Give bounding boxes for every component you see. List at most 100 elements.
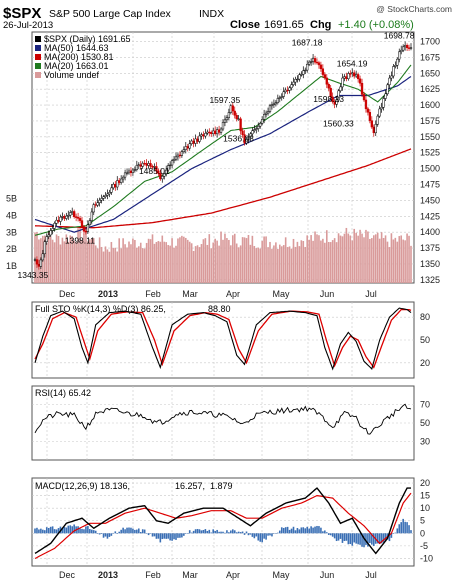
legend-swatch — [35, 45, 41, 51]
volume-bar — [171, 238, 173, 283]
volume-bar — [339, 235, 342, 283]
price-panel-tick-label: 1400 — [420, 227, 440, 237]
volume-bar — [114, 247, 117, 283]
macd-histogram-bar — [392, 533, 395, 534]
volume-bar — [335, 242, 338, 283]
month-label: Dec — [59, 570, 76, 580]
macd-histogram-bar — [47, 528, 50, 534]
volume-bar — [388, 247, 391, 283]
price-panel-tick-label: 1550 — [420, 132, 440, 142]
price-bar-body — [174, 156, 178, 160]
price-panel-tick-label: 1525 — [420, 148, 440, 158]
macd-histogram-bar — [365, 533, 367, 545]
volume-bar — [278, 244, 281, 283]
price-bar-body — [378, 108, 381, 117]
volume-bar — [151, 234, 154, 283]
price-bar-body — [143, 162, 146, 165]
stochastic-legend-d: 88.80 — [208, 304, 231, 314]
price-panel-tick-label: 1575 — [420, 116, 440, 126]
volume-bar — [296, 241, 299, 283]
macd-histogram-bar — [69, 525, 72, 534]
volume-bar — [384, 235, 387, 283]
price-bar-body — [388, 77, 391, 86]
volume-bar — [83, 234, 85, 283]
price-bar-body — [212, 130, 215, 135]
price-bar-body — [392, 66, 395, 77]
macd-histogram-bar — [400, 522, 403, 534]
macd-histogram-bar — [83, 529, 85, 534]
price-bar-body — [384, 93, 387, 99]
price-bar-body — [270, 104, 274, 107]
macd-histogram-bar — [122, 527, 124, 534]
volume-bar — [333, 238, 336, 283]
volume-bar — [324, 242, 326, 283]
volume-bar — [369, 238, 371, 283]
price-bar-body — [358, 78, 362, 84]
volume-bar — [220, 231, 222, 283]
volume-bar — [90, 238, 93, 283]
macd-histogram-bar — [149, 533, 152, 534]
price-panel-tick-label: 1325 — [420, 275, 440, 285]
price-bar-body — [184, 146, 187, 150]
volume-bar — [73, 240, 75, 283]
macd-histogram-bar — [55, 529, 58, 534]
price-bar-body — [251, 130, 254, 135]
macd-histogram-bar — [137, 528, 140, 534]
macd-histogram-bar — [371, 533, 373, 545]
volume-bar — [183, 236, 185, 283]
volume-bar — [69, 235, 72, 283]
macd-histogram-bar — [265, 533, 267, 540]
price-bar-body — [282, 91, 285, 97]
volume-bar — [145, 242, 148, 283]
volume-bar — [108, 251, 111, 283]
macd-histogram-bar — [110, 533, 113, 536]
price-bar-body — [247, 136, 250, 140]
macd-histogram-bar — [51, 526, 54, 534]
macd-histogram-bar — [230, 530, 232, 534]
price-bar-body — [206, 131, 209, 134]
price-bar-body — [198, 135, 201, 142]
macd-histogram-bar — [196, 528, 199, 534]
price-annotation: 1698.78 — [384, 30, 415, 40]
price-bar-body — [315, 61, 319, 64]
price-bar-body — [125, 172, 129, 174]
price-bar-body — [405, 45, 409, 49]
legend-entry: MA(20) 1663.01 — [44, 61, 109, 71]
volume-bar — [184, 237, 187, 283]
volume-bar — [196, 245, 199, 283]
price-bar-body — [376, 115, 379, 125]
legend-swatch — [35, 36, 41, 42]
macd-histogram-bar — [177, 533, 179, 538]
volume-bar — [147, 238, 150, 283]
volume-bar — [341, 236, 344, 283]
macd-histogram-bar — [210, 532, 213, 534]
macd-histogram-bar — [100, 533, 103, 534]
macd-histogram-bar — [108, 533, 111, 537]
price-bar-body — [94, 204, 97, 206]
price-bar-body — [398, 51, 401, 60]
price-bar-body — [55, 219, 58, 224]
price-bar-body — [264, 112, 268, 115]
macd-histogram-bar — [306, 526, 309, 534]
volume-bar — [139, 242, 142, 283]
volume-bar — [102, 251, 105, 283]
macd-histogram-bar — [151, 533, 154, 537]
price-bar-body — [39, 259, 43, 267]
volume-bar — [94, 245, 97, 283]
price-bar-body — [141, 162, 144, 167]
price-bar-body — [176, 154, 180, 158]
price-bar-body — [92, 204, 95, 213]
price-bar-body — [127, 170, 131, 174]
volume-bar — [51, 239, 54, 283]
price-bar-body — [204, 133, 207, 137]
volume-bar — [186, 239, 189, 283]
macd-histogram-bar — [43, 530, 46, 534]
volume-bar — [410, 245, 412, 283]
macd-histogram-bar — [372, 533, 375, 547]
macd-histogram-bar — [410, 530, 412, 534]
macd-histogram-bar — [118, 531, 121, 534]
legend-entry: MA(50) 1644.63 — [44, 43, 109, 53]
macd-histogram-bar — [233, 530, 236, 534]
month-label: Dec — [59, 289, 76, 299]
price-bar-body — [178, 154, 182, 157]
